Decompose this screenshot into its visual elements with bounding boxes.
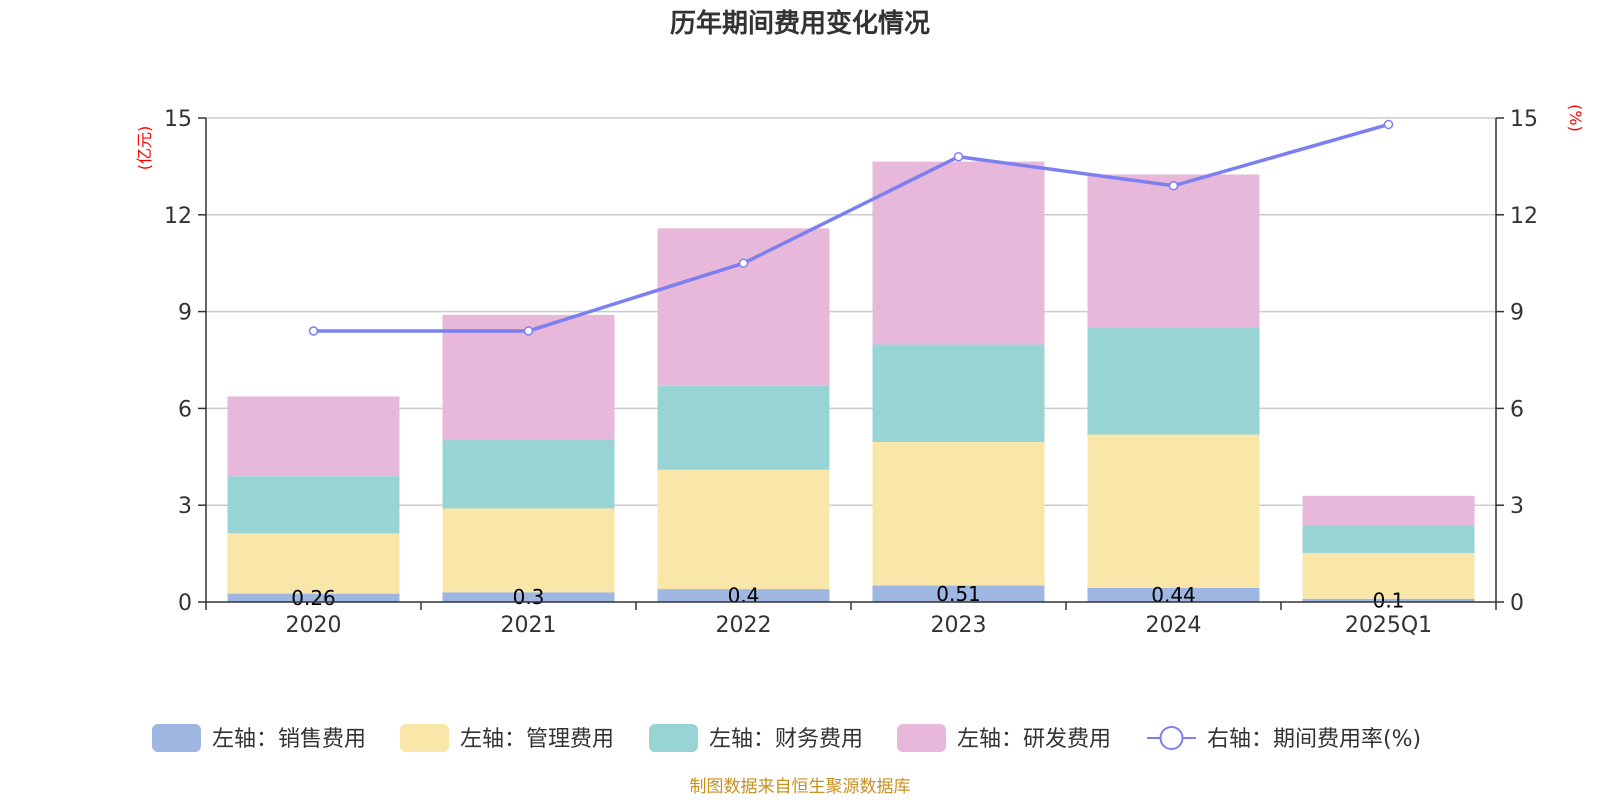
legend-swatch (897, 724, 946, 752)
bar-segment-s1 (1087, 587, 1260, 602)
bar-segment-s3 (442, 440, 615, 509)
bar-segment-s1 (1302, 598, 1475, 602)
legend-swatch (649, 724, 698, 752)
right-axis-unit: (%) (1566, 104, 1585, 132)
x-tick-label: 2023 (931, 613, 987, 638)
legend-swatch (152, 724, 201, 752)
bar-segment-s3 (1302, 525, 1475, 553)
rate-point (1168, 181, 1179, 191)
legend: 左轴：销售费用 左轴：管理费用 左轴：财务费用 左轴：研发费用 右轴：期间费用率(%) (152, 724, 1421, 752)
rate-line-series (308, 119, 1394, 336)
rate-point (523, 326, 534, 336)
bar-segment-s3 (872, 344, 1045, 442)
bar-segment-s1 (657, 589, 830, 602)
bar-segment-s2 (657, 469, 830, 590)
left-tick-label: 0 (178, 591, 192, 616)
legend-label: 右轴：期间费用率(%) (1207, 727, 1421, 752)
x-tick-label: 2021 (501, 613, 557, 638)
axes: 0 3 6 9 12 15 0 3 6 9 12 15 2020 2021 2022 2023 2024 2025… (164, 107, 1538, 638)
bar-segment-s4 (1087, 174, 1260, 328)
chart-title: 历年期间费用变化情况 (670, 8, 930, 39)
right-tick-label: 0 (1510, 591, 1524, 616)
right-tick-label: 3 (1510, 494, 1524, 519)
bar-segment-s1 (442, 592, 615, 602)
bar-segment-s2 (1087, 434, 1260, 588)
left-tick-label: 3 (178, 494, 192, 519)
legend-swatch (400, 724, 449, 752)
data-source-note: 制图数据来自恒生聚源数据库 (690, 777, 911, 797)
left-tick-label: 9 (178, 301, 192, 326)
bar-segment-s2 (872, 441, 1045, 586)
bar-segment-s4 (657, 228, 830, 386)
bar-segment-s2 (1302, 552, 1475, 599)
bar-segment-s4 (227, 396, 400, 477)
right-tick-label: 9 (1510, 301, 1524, 326)
bar-data-label: 0.26 (291, 586, 336, 610)
x-tick-label: 2025Q1 (1345, 613, 1432, 638)
legend-label: 左轴：财务费用 (709, 727, 863, 752)
rate-point (953, 151, 964, 162)
grid-lines (206, 117, 1496, 506)
legend-label: 左轴：管理费用 (460, 727, 614, 752)
legend-label: 左轴：销售费用 (212, 727, 366, 752)
rate-line (313, 122, 1389, 333)
bar-segment-s3 (1087, 327, 1260, 435)
bar-segment-s2 (227, 533, 400, 594)
left-tick-label: 15 (164, 107, 192, 132)
bar-segment-s4 (872, 161, 1045, 345)
x-tick-label: 2022 (716, 613, 772, 638)
bar-segment-s3 (227, 476, 400, 534)
left-axis-unit: (亿元) (135, 126, 154, 171)
x-tick-label: 2020 (286, 613, 342, 638)
bar-data-label: 0.3 (513, 585, 545, 609)
bar-series: 0.26 0.3 0.4 0.51 0.44 0.1 (227, 161, 1475, 612)
legend-label: 左轴：研发费用 (957, 727, 1111, 752)
bar-segment-s1 (227, 593, 400, 602)
x-tick-label: 2024 (1146, 613, 1202, 638)
bar-data-label: 0.1 (1373, 588, 1405, 612)
rate-point (738, 258, 749, 268)
rate-point (1383, 119, 1394, 130)
bar-segment-s4 (1302, 495, 1475, 526)
right-tick-label: 6 (1510, 397, 1524, 422)
bar-data-label: 0.4 (728, 584, 760, 608)
bar-data-label: 0.44 (1151, 583, 1196, 607)
bar-segment-s2 (442, 508, 615, 593)
left-tick-label: 6 (178, 397, 192, 422)
right-tick-label: 12 (1510, 204, 1538, 229)
bar-segment-s3 (657, 385, 830, 470)
right-tick-label: 15 (1510, 107, 1538, 132)
rate-point (308, 326, 319, 336)
bar-segment-s1 (872, 585, 1045, 602)
left-tick-label: 12 (164, 204, 192, 229)
legend-marker-icon (1159, 726, 1184, 750)
